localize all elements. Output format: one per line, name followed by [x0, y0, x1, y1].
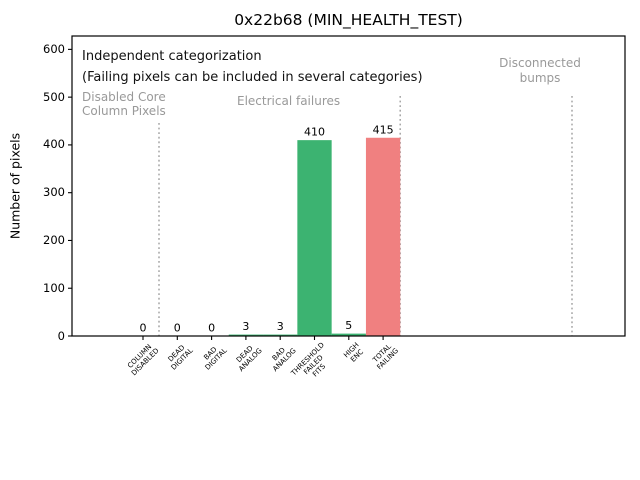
section-label-line: Disconnected: [499, 56, 581, 70]
y-axis-label: Number of pixels: [7, 132, 23, 240]
y-tick-label: 600: [43, 41, 65, 56]
plot-frame: [71, 35, 626, 337]
annotation-line-2: (Failing pixels can be included in sever…: [82, 70, 423, 85]
bar-high-enc: [331, 333, 366, 336]
section-label-line: bumps: [519, 71, 561, 85]
y-tick-label: 200: [43, 232, 65, 247]
section-label-line: Column Pixels: [82, 104, 166, 118]
y-tick-label: 500: [43, 89, 65, 104]
section-label-electrical-failures: Electrical failures: [237, 94, 340, 108]
section-label-disabled-core-column-pixels: Disabled Core Column Pixels: [82, 90, 166, 118]
y-tick-label: 100: [43, 280, 65, 295]
bar-total-failing: [365, 137, 401, 336]
y-tick-label: 0: [57, 328, 65, 343]
section-label-line: Electrical failures: [237, 94, 341, 108]
bar-dead-analog: [228, 334, 264, 336]
bar-value-label: 3: [277, 320, 284, 333]
y-tick-label: 300: [43, 185, 65, 200]
bar-value-label: 0: [140, 322, 147, 335]
section-label-line: Disabled Core: [82, 90, 166, 104]
bar-value-label: 3: [242, 320, 249, 333]
bar-value-label: 5: [345, 319, 352, 332]
bar-value-label: 415: [373, 123, 394, 136]
chart-title: 0x22b68 (MIN_HEALTH_TEST): [234, 11, 463, 29]
bar-bad-analog: [263, 334, 298, 336]
y-tick-label: 400: [43, 137, 65, 152]
annotation-line-1: Independent categorization: [82, 49, 262, 64]
section-label-disconnected-bumps: Disconnected bumps: [495, 56, 585, 86]
bar-value-label: 0: [208, 322, 215, 335]
bar-value-label: 0: [174, 322, 181, 335]
bar-threshold-failed-fits: [297, 140, 332, 336]
bar-value-label: 410: [304, 126, 325, 139]
